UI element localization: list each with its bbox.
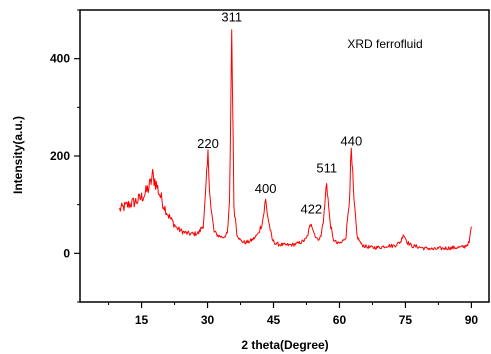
xrd-series-line bbox=[119, 29, 472, 251]
peak-label: 220 bbox=[197, 136, 219, 151]
y-tick-label: 400 bbox=[50, 52, 70, 66]
peak-label: 400 bbox=[255, 181, 277, 196]
x-tick-label: 15 bbox=[135, 313, 149, 327]
x-tick-label: 60 bbox=[333, 313, 347, 327]
x-tick-label: 75 bbox=[399, 313, 413, 327]
y-tick-label: 200 bbox=[50, 149, 70, 163]
x-tick-label: 45 bbox=[267, 313, 281, 327]
x-tick-label: 90 bbox=[465, 313, 479, 327]
plot-frame bbox=[79, 9, 490, 303]
y-axis-title: Intensity(a.u.) bbox=[11, 116, 25, 194]
peak-label: 440 bbox=[340, 134, 362, 149]
peak-label: 511 bbox=[316, 160, 337, 175]
x-tick-label: 30 bbox=[201, 313, 215, 327]
plot-border bbox=[79, 9, 490, 303]
peak-label: 422 bbox=[300, 202, 322, 217]
axes-ticks: 15 30 45 60 75 90 0 200 400 bbox=[50, 9, 479, 327]
series-group bbox=[119, 29, 472, 251]
peak-label: 311 bbox=[221, 9, 242, 24]
legend-label: XRD ferrofluid bbox=[347, 37, 422, 51]
x-axis-title: 2 theta(Degree) bbox=[241, 338, 328, 352]
y-tick-label: 0 bbox=[63, 246, 70, 260]
